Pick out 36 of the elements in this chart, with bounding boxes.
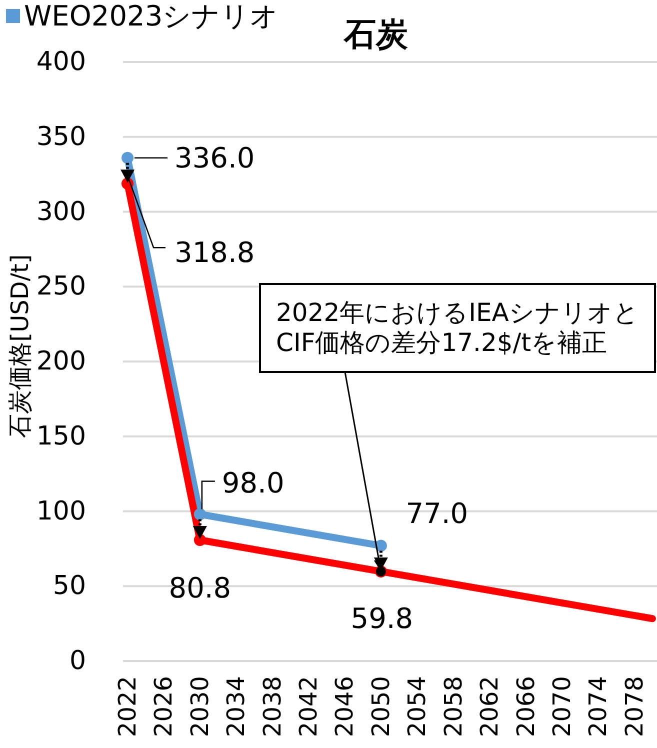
x-tick-label: 2050 <box>366 676 395 738</box>
annotation: 2022年におけるIEAシナリオと CIF価格の差分17.2$/tを補正 <box>276 298 639 357</box>
y-tick-label: 150 <box>36 421 86 452</box>
point <box>122 152 134 164</box>
x-tick-label: 2022 <box>114 676 142 738</box>
data-label: 77.0 <box>406 497 468 530</box>
x-tick-label: 2070 <box>548 676 576 738</box>
x-tick-label: 2066 <box>512 676 540 738</box>
chart-title: 石炭 <box>343 15 408 53</box>
x-tick-label: 2026 <box>150 676 178 738</box>
y-tick-label: 50 <box>52 571 86 602</box>
y-tick-label: 200 <box>36 346 86 376</box>
x-tick-label: 2074 <box>584 676 612 738</box>
x-tick-label: 2046 <box>330 676 359 738</box>
y-tick-label: 300 <box>36 196 86 227</box>
data-label: 80.8 <box>168 572 232 604</box>
y-tick-label: 100 <box>36 496 86 526</box>
y-tick-label: 250 <box>36 272 86 302</box>
x-tick-label: 2062 <box>476 676 504 738</box>
x-tick-label: 2042 <box>294 676 323 738</box>
data-label: 336.0 <box>174 141 255 174</box>
x-tick-label: 2034 <box>222 676 250 738</box>
data-label: 98.0 <box>222 466 284 500</box>
y-axis-title: 石炭価格[USD/t] <box>6 254 34 438</box>
x-tick-label: 2038 <box>258 676 286 738</box>
x-tick-label: 2030 <box>186 676 214 738</box>
x-tick-label: 2078 <box>620 676 648 738</box>
point <box>194 508 206 520</box>
y-tick-label: 0 <box>69 646 86 676</box>
y-tick-label: 350 <box>36 122 86 152</box>
data-label: 318.8 <box>174 236 255 270</box>
x-tick-label: 2054 <box>403 676 432 738</box>
y-tick-label: 400 <box>36 47 86 77</box>
x-tick-label: 2058 <box>439 676 468 738</box>
data-label: 59.8 <box>350 602 414 635</box>
legend-label: WEO2023シナリオ <box>24 0 279 32</box>
